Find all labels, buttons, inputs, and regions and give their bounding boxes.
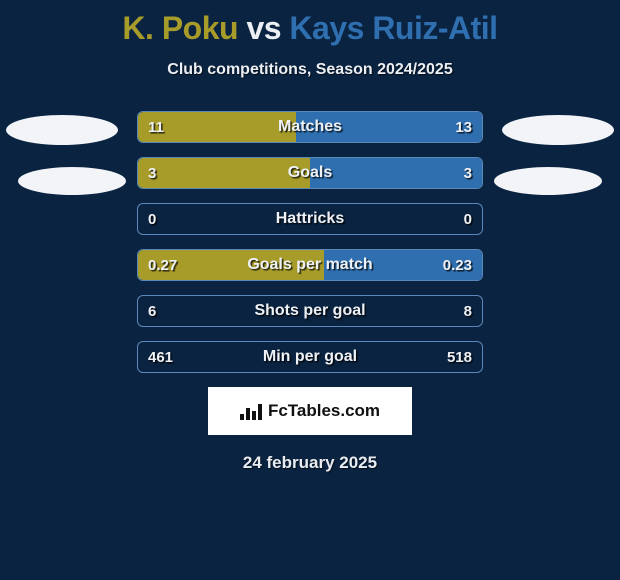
- player1-name: K. Poku: [122, 10, 238, 46]
- stat-row: 33Goals: [137, 157, 483, 189]
- stat-fill-right: [296, 112, 482, 142]
- stat-value-right: 0: [464, 204, 472, 234]
- stat-value-left: 6: [148, 296, 156, 326]
- player2-name: Kays Ruiz-Atil: [289, 10, 497, 46]
- stat-fill-left: [138, 250, 324, 280]
- stat-value-right: 8: [464, 296, 472, 326]
- bar-chart-icon: [240, 402, 262, 420]
- stats-area: 1113Matches 33Goals 0 0Hattricks 0.270.23Goa…: [0, 111, 620, 373]
- stat-value-left: 0: [148, 204, 156, 234]
- stat-label: Shots per goal: [138, 296, 482, 326]
- stat-row: 6 8Shots per goal: [137, 295, 483, 327]
- stat-row: 0.270.23Goals per match: [137, 249, 483, 281]
- player1-flag-placeholder: [18, 167, 126, 195]
- date-label: 24 february 2025: [0, 453, 620, 473]
- stat-fill-right: [324, 250, 482, 280]
- subtitle: Club competitions, Season 2024/2025: [0, 61, 620, 79]
- comparison-title: K. Poku vs Kays Ruiz-Atil: [0, 0, 620, 47]
- fctables-logo: FcTables.com: [208, 387, 412, 435]
- stat-value-left: 461: [148, 342, 173, 372]
- stat-value-right: 518: [447, 342, 472, 372]
- stat-row: 0 0Hattricks: [137, 203, 483, 235]
- stat-row: 1113Matches: [137, 111, 483, 143]
- stat-fill-left: [138, 158, 310, 188]
- stat-bars: 1113Matches 33Goals 0 0Hattricks 0.270.23Goa…: [137, 111, 483, 373]
- stat-fill-left: [138, 112, 296, 142]
- stat-label: Min per goal: [138, 342, 482, 372]
- player2-badge-placeholder: [502, 115, 614, 145]
- stat-label: Hattricks: [138, 204, 482, 234]
- stat-fill-right: [310, 158, 482, 188]
- player2-flag-placeholder: [494, 167, 602, 195]
- logo-text: FcTables.com: [268, 401, 380, 421]
- player1-badge-placeholder: [6, 115, 118, 145]
- vs-label: vs: [246, 10, 281, 46]
- stat-row: 461 518Min per goal: [137, 341, 483, 373]
